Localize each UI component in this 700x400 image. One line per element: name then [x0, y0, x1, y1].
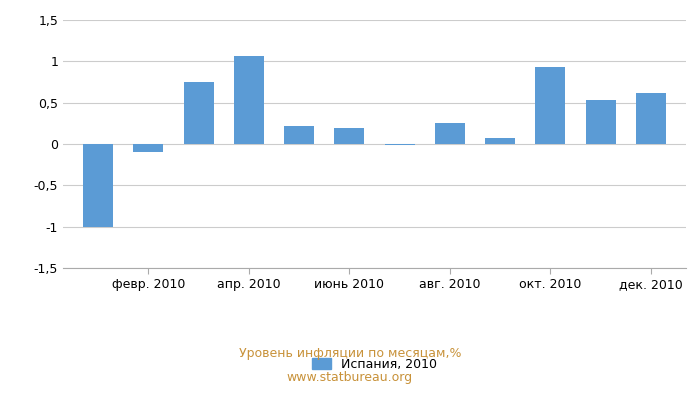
Text: Уровень инфляции по месяцам,%: Уровень инфляции по месяцам,% [239, 348, 461, 360]
Legend: Испания, 2010: Испания, 2010 [307, 353, 442, 376]
Bar [133, 144, 164, 152]
Bar [585, 100, 616, 144]
Bar [636, 93, 666, 144]
Bar [384, 144, 414, 145]
Bar [83, 144, 113, 227]
Text: www.statbureau.org: www.statbureau.org [287, 372, 413, 384]
Bar [284, 126, 314, 144]
Bar [536, 67, 566, 144]
Bar [435, 122, 465, 144]
Bar [234, 56, 264, 144]
Bar [183, 82, 214, 144]
Bar [485, 138, 515, 144]
Bar [335, 128, 365, 144]
